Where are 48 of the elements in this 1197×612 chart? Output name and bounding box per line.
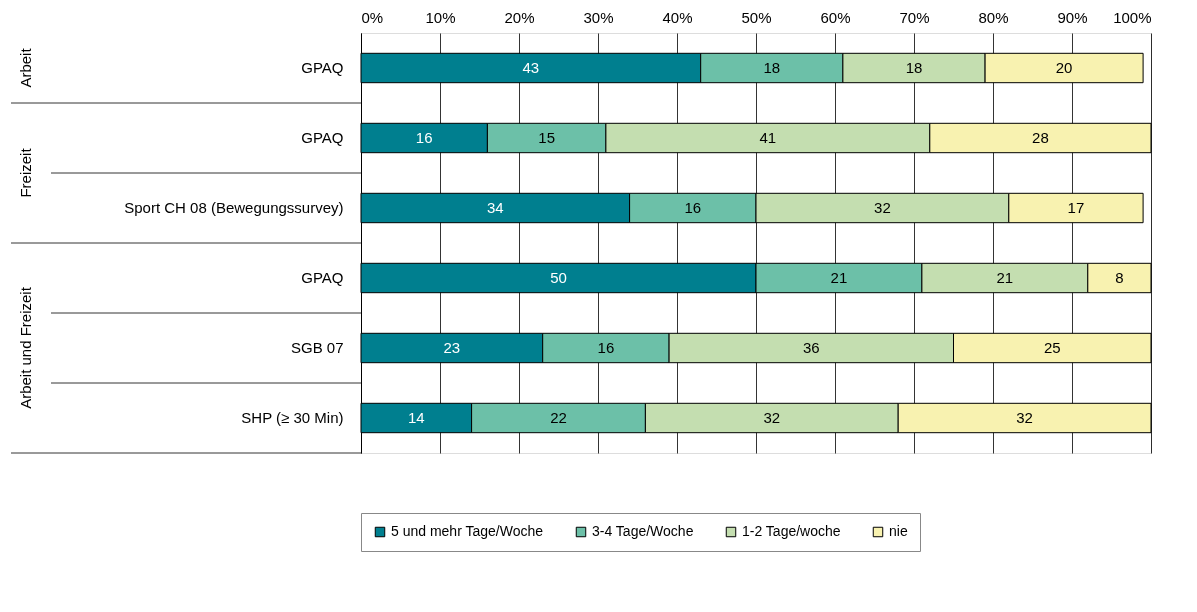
- y-tick-label: SHP (≥ 30 Min): [241, 409, 344, 426]
- data-label: 41: [759, 129, 777, 146]
- data-label: 8: [1115, 269, 1124, 286]
- y-tick-label: GPAQ: [301, 269, 344, 286]
- data-label: 15: [538, 129, 555, 146]
- data-label: 28: [1032, 129, 1049, 146]
- x-tick-label: 100%: [1113, 8, 1152, 26]
- text: Freizeit: [17, 147, 34, 198]
- legend-label: 1-2 Tage/woche: [742, 523, 841, 539]
- text: Arbeit und Freizeit: [17, 286, 34, 409]
- legend-label: 5 und mehr Tage/Woche: [391, 523, 544, 539]
- data-label: 50: [550, 269, 567, 286]
- y-tick-label: GPAQ: [301, 129, 344, 146]
- data-label: 16: [597, 339, 615, 356]
- x-tick-label: 80%: [978, 8, 1009, 26]
- text: Arbeit: [17, 47, 34, 88]
- x-tick-label: 0%: [361, 8, 384, 26]
- legend-label: 3-4 Tage/Woche: [592, 523, 694, 539]
- x-tick-label: 60%: [820, 8, 851, 26]
- y-tick-label: Sport CH 08 (Bewegungssurvey): [124, 199, 344, 216]
- x-tick-label: 30%: [583, 8, 614, 26]
- x-tick-label: 10%: [425, 8, 456, 26]
- data-label: 43: [522, 59, 540, 76]
- legend-label: nie: [889, 523, 908, 539]
- data-label: 16: [415, 129, 433, 146]
- data-label: 18: [905, 59, 923, 76]
- x-tick-label: 70%: [899, 8, 930, 26]
- data-label: 21: [996, 269, 1014, 286]
- data-label: 32: [1016, 409, 1033, 426]
- data-label: 20: [1055, 59, 1073, 76]
- data-label: 21: [830, 269, 848, 286]
- data-label: 18: [763, 59, 781, 76]
- x-tick-label: 50%: [741, 8, 772, 26]
- x-tick-label: 90%: [1057, 8, 1088, 26]
- data-label: 23: [443, 339, 461, 356]
- data-label: 25: [1043, 339, 1061, 356]
- data-label: 36: [802, 339, 820, 356]
- data-label: 32: [763, 409, 781, 426]
- data-label: 32: [874, 199, 891, 216]
- data-label: 17: [1067, 199, 1085, 216]
- y-tick-label: GPAQ: [301, 59, 344, 76]
- data-label: 34: [486, 199, 504, 216]
- x-tick-label: 40%: [662, 8, 693, 26]
- y-tick-label: SGB 07: [290, 339, 344, 356]
- data-label: 16: [684, 199, 702, 216]
- data-label: 22: [550, 409, 567, 426]
- x-tick-label: 20%: [504, 8, 535, 26]
- data-label: 14: [407, 409, 425, 426]
